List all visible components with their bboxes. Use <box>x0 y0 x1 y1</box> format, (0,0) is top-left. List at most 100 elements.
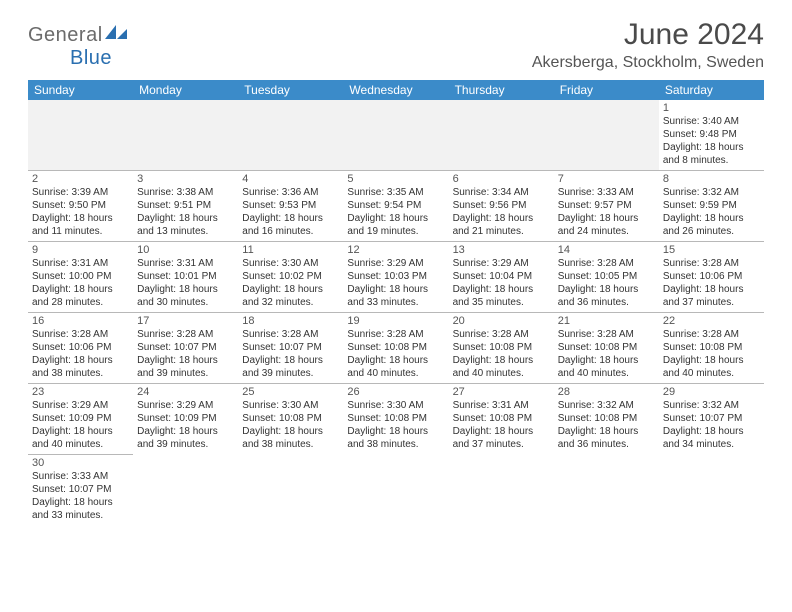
day-info: Sunrise: 3:33 AMSunset: 10:07 PMDaylight… <box>32 470 129 522</box>
day-info: Sunrise: 3:34 AMSunset: 9:56 PMDaylight:… <box>453 186 550 238</box>
day-info: Sunrise: 3:31 AMSunset: 10:08 PMDaylight… <box>453 399 550 451</box>
calendar-day-cell: 18Sunrise: 3:28 AMSunset: 10:07 PMDaylig… <box>238 313 343 384</box>
day-info: Sunrise: 3:28 AMSunset: 10:08 PMDaylight… <box>558 328 655 380</box>
day-info: Sunrise: 3:36 AMSunset: 9:53 PMDaylight:… <box>242 186 339 238</box>
calendar-day-cell <box>554 455 659 526</box>
day-info: Sunrise: 3:31 AMSunset: 10:01 PMDaylight… <box>137 257 234 309</box>
day-number: 19 <box>347 315 444 327</box>
day-number: 15 <box>663 244 760 256</box>
calendar-week-row: 16Sunrise: 3:28 AMSunset: 10:06 PMDaylig… <box>28 313 764 384</box>
calendar-day-cell: 15Sunrise: 3:28 AMSunset: 10:06 PMDaylig… <box>659 242 764 313</box>
calendar-day-cell: 23Sunrise: 3:29 AMSunset: 10:09 PMDaylig… <box>28 384 133 455</box>
day-info: Sunrise: 3:28 AMSunset: 10:07 PMDaylight… <box>137 328 234 380</box>
weekday-header: Wednesday <box>343 80 448 100</box>
day-info: Sunrise: 3:32 AMSunset: 10:08 PMDaylight… <box>558 399 655 451</box>
day-number: 11 <box>242 244 339 256</box>
day-number: 29 <box>663 386 760 398</box>
calendar-day-cell: 14Sunrise: 3:28 AMSunset: 10:05 PMDaylig… <box>554 242 659 313</box>
day-number: 13 <box>453 244 550 256</box>
calendar-week-row: 9Sunrise: 3:31 AMSunset: 10:00 PMDayligh… <box>28 242 764 313</box>
day-number: 6 <box>453 173 550 185</box>
day-number: 23 <box>32 386 129 398</box>
calendar-day-cell: 24Sunrise: 3:29 AMSunset: 10:09 PMDaylig… <box>133 384 238 455</box>
day-number: 8 <box>663 173 760 185</box>
calendar-day-cell: 27Sunrise: 3:31 AMSunset: 10:08 PMDaylig… <box>449 384 554 455</box>
calendar-day-cell: 1Sunrise: 3:40 AMSunset: 9:48 PMDaylight… <box>659 100 764 171</box>
day-number: 16 <box>32 315 129 327</box>
calendar-day-cell: 3Sunrise: 3:38 AMSunset: 9:51 PMDaylight… <box>133 171 238 242</box>
day-number: 4 <box>242 173 339 185</box>
calendar-day-cell: 30Sunrise: 3:33 AMSunset: 10:07 PMDaylig… <box>28 455 133 526</box>
calendar-day-cell <box>133 455 238 526</box>
brand-name-part2: Blue <box>70 47 112 69</box>
title-block: June 2024 Akersberga, Stockholm, Sweden <box>532 18 764 72</box>
day-number: 2 <box>32 173 129 185</box>
day-info: Sunrise: 3:28 AMSunset: 10:08 PMDaylight… <box>347 328 444 380</box>
calendar-day-cell: 20Sunrise: 3:28 AMSunset: 10:08 PMDaylig… <box>449 313 554 384</box>
calendar-day-cell: 10Sunrise: 3:31 AMSunset: 10:01 PMDaylig… <box>133 242 238 313</box>
day-info: Sunrise: 3:31 AMSunset: 10:00 PMDaylight… <box>32 257 129 309</box>
day-number: 3 <box>137 173 234 185</box>
calendar-day-cell <box>554 100 659 171</box>
day-number: 25 <box>242 386 339 398</box>
calendar-day-cell: 11Sunrise: 3:30 AMSunset: 10:02 PMDaylig… <box>238 242 343 313</box>
calendar-body: 1Sunrise: 3:40 AMSunset: 9:48 PMDaylight… <box>28 100 764 525</box>
calendar-day-cell: 19Sunrise: 3:28 AMSunset: 10:08 PMDaylig… <box>343 313 448 384</box>
day-info: Sunrise: 3:28 AMSunset: 10:08 PMDaylight… <box>663 328 760 380</box>
calendar-day-cell <box>449 455 554 526</box>
calendar-day-cell <box>133 100 238 171</box>
calendar-day-cell <box>449 100 554 171</box>
calendar-day-cell: 17Sunrise: 3:28 AMSunset: 10:07 PMDaylig… <box>133 313 238 384</box>
calendar-day-cell <box>343 455 448 526</box>
day-number: 18 <box>242 315 339 327</box>
day-number: 24 <box>137 386 234 398</box>
calendar-day-cell: 4Sunrise: 3:36 AMSunset: 9:53 PMDaylight… <box>238 171 343 242</box>
day-info: Sunrise: 3:33 AMSunset: 9:57 PMDaylight:… <box>558 186 655 238</box>
day-info: Sunrise: 3:28 AMSunset: 10:06 PMDaylight… <box>663 257 760 309</box>
calendar-day-cell: 28Sunrise: 3:32 AMSunset: 10:08 PMDaylig… <box>554 384 659 455</box>
day-number: 27 <box>453 386 550 398</box>
day-number: 14 <box>558 244 655 256</box>
calendar-week-row: 2Sunrise: 3:39 AMSunset: 9:50 PMDaylight… <box>28 171 764 242</box>
calendar-day-cell <box>28 100 133 171</box>
day-info: Sunrise: 3:35 AMSunset: 9:54 PMDaylight:… <box>347 186 444 238</box>
calendar-week-row: 23 Sunrise: 3:29 AMSunset: 10:09 PMDaylig… <box>28 384 764 455</box>
calendar-week-row: 1Sunrise: 3:40 AMSunset: 9:48 PMDaylight… <box>28 100 764 171</box>
day-number: 17 <box>137 315 234 327</box>
calendar-header-row: SundayMondayTuesdayWednesdayThursdayFrid… <box>28 80 764 100</box>
calendar-day-cell: 12Sunrise: 3:29 AMSunset: 10:03 PMDaylig… <box>343 242 448 313</box>
header: GeneralBlue June 2024 Akersberga, Stockh… <box>28 18 764 72</box>
day-number: 5 <box>347 173 444 185</box>
day-number: 7 <box>558 173 655 185</box>
day-info: Sunrise: 3:30 AMSunset: 10:08 PMDaylight… <box>347 399 444 451</box>
day-number: 28 <box>558 386 655 398</box>
page-title: June 2024 <box>532 18 764 52</box>
weekday-header: Monday <box>133 80 238 100</box>
calendar-day-cell: 16Sunrise: 3:28 AMSunset: 10:06 PMDaylig… <box>28 313 133 384</box>
calendar-day-cell: 2Sunrise: 3:39 AMSunset: 9:50 PMDaylight… <box>28 171 133 242</box>
day-info: Sunrise: 3:29 AMSunset: 10:09 PMDaylight… <box>137 399 234 451</box>
day-info: Sunrise: 3:28 AMSunset: 10:06 PMDaylight… <box>32 328 129 380</box>
calendar-day-cell: 26Sunrise: 3:30 AMSunset: 10:08 PMDaylig… <box>343 384 448 455</box>
brand-name: GeneralBlue <box>28 24 127 70</box>
brand-sail-icon <box>105 24 127 47</box>
calendar-day-cell: 9Sunrise: 3:31 AMSunset: 10:00 PMDayligh… <box>28 242 133 313</box>
day-info: Sunrise: 3:28 AMSunset: 10:08 PMDaylight… <box>453 328 550 380</box>
calendar-day-cell: 7Sunrise: 3:33 AMSunset: 9:57 PMDaylight… <box>554 171 659 242</box>
calendar-day-cell: 22Sunrise: 3:28 AMSunset: 10:08 PMDaylig… <box>659 313 764 384</box>
day-number: 20 <box>453 315 550 327</box>
calendar-day-cell: 13Sunrise: 3:29 AMSunset: 10:04 PMDaylig… <box>449 242 554 313</box>
calendar-day-cell: 29Sunrise: 3:32 AMSunset: 10:07 PMDaylig… <box>659 384 764 455</box>
brand-logo: GeneralBlue <box>28 24 127 70</box>
calendar-day-cell: 6Sunrise: 3:34 AMSunset: 9:56 PMDaylight… <box>449 171 554 242</box>
day-info: Sunrise: 3:32 AMSunset: 10:07 PMDaylight… <box>663 399 760 451</box>
day-info: Sunrise: 3:30 AMSunset: 10:02 PMDaylight… <box>242 257 339 309</box>
calendar-day-cell: 25Sunrise: 3:30 AMSunset: 10:08 PMDaylig… <box>238 384 343 455</box>
day-number: 26 <box>347 386 444 398</box>
day-info: Sunrise: 3:28 AMSunset: 10:07 PMDaylight… <box>242 328 339 380</box>
calendar-day-cell <box>238 100 343 171</box>
weekday-header: Sunday <box>28 80 133 100</box>
weekday-header: Friday <box>554 80 659 100</box>
weekday-header: Tuesday <box>238 80 343 100</box>
calendar-day-cell <box>238 455 343 526</box>
